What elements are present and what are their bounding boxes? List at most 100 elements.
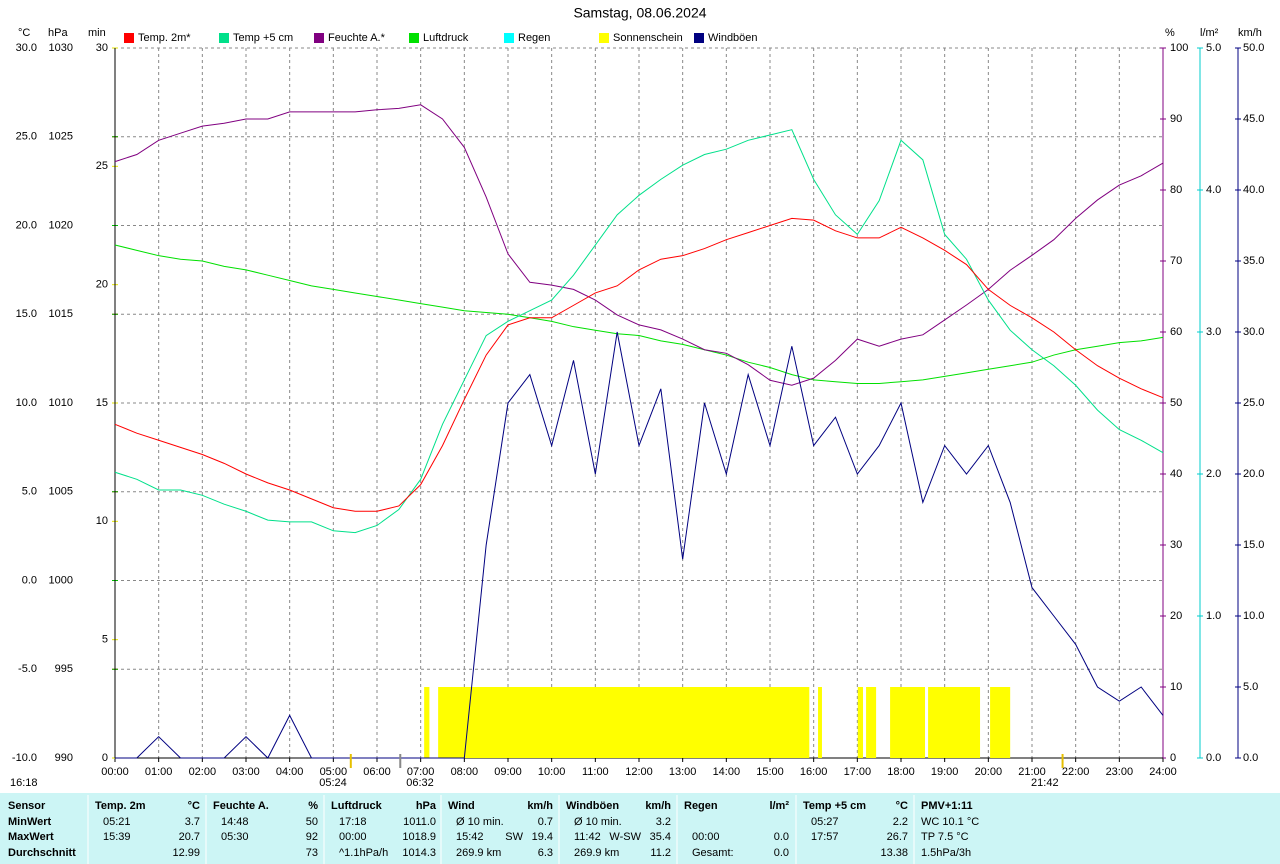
sunshine-bar	[928, 687, 981, 758]
cell-right: 2.2	[893, 816, 908, 828]
cell-left: 14:48	[221, 816, 249, 828]
y-tick-label: 1000	[49, 574, 73, 586]
x-tick-label: 19:00	[931, 766, 959, 778]
x-tick-label: 12:00	[625, 766, 653, 778]
cell-right: 3.7	[185, 816, 200, 828]
y-tick-label: 10.0	[1243, 610, 1264, 622]
y-tick-label: 20	[1170, 610, 1182, 622]
x-tick-label: 15:00	[756, 766, 784, 778]
y-tick-label: 20.0	[16, 219, 37, 231]
axis-unit: hPa	[48, 27, 68, 39]
sunshine-bar	[857, 687, 864, 758]
col-unit: °C	[896, 800, 908, 812]
cell-left: 00:00	[692, 831, 720, 843]
row-label: MaxWert	[8, 831, 54, 843]
legend-swatch	[219, 33, 229, 43]
cell-right: 0.7	[538, 816, 553, 828]
updated-time: 16:18	[10, 777, 38, 789]
x-tick-label: 18:00	[887, 766, 915, 778]
cell-left: Ø 10 min.	[456, 816, 504, 828]
y-tick-label: 5.0	[1243, 681, 1258, 693]
cell-right: 0.0	[774, 831, 789, 843]
y-tick-label: 50	[1170, 397, 1182, 409]
legend-label: Temp. 2m*	[138, 32, 191, 44]
x-tick-label: 22:00	[1062, 766, 1090, 778]
y-tick-label: 15.0	[16, 308, 37, 320]
cell-right: 11.2	[650, 847, 671, 859]
legend-swatch	[694, 33, 704, 43]
col-unit: l/m²	[769, 800, 789, 812]
cell-left: 17:18	[339, 816, 367, 828]
axis-unit: °C	[18, 27, 30, 39]
x-tick-label: 08:00	[451, 766, 479, 778]
y-tick-label: 90	[1170, 113, 1182, 125]
cell-right: 1011.0	[403, 816, 436, 828]
y-tick-label: 5.0	[1206, 42, 1221, 54]
y-tick-label: 4.0	[1206, 184, 1221, 196]
y-tick-label: 30.0	[16, 42, 37, 54]
y-tick-label: 50.0	[1243, 42, 1264, 54]
y-tick-label: 30	[96, 42, 108, 54]
cell-left: 17:57	[811, 831, 839, 843]
y-tick-label: 1010	[49, 397, 73, 409]
y-tick-label: 1030	[49, 42, 73, 54]
cell-right: 26.7	[887, 831, 908, 843]
annotation-label: 06:32	[406, 777, 434, 789]
y-tick-label: 990	[55, 752, 73, 764]
col-unit: km/h	[645, 800, 671, 812]
series-line	[114, 244, 1164, 384]
y-tick-label: 0	[102, 752, 108, 764]
x-tick-label: 13:00	[669, 766, 697, 778]
x-tick-label: 17:00	[844, 766, 872, 778]
legend-swatch	[314, 33, 324, 43]
y-tick-label: -5.0	[18, 663, 37, 675]
legend-swatch	[504, 33, 514, 43]
y-tick-label: 1.0	[1206, 610, 1221, 622]
legend-label: Temp +5 cm	[233, 32, 293, 44]
y-tick-label: 1005	[49, 486, 73, 498]
legend-swatch	[124, 33, 134, 43]
y-tick-label: 10	[1170, 681, 1182, 693]
cell-right: 0.0	[774, 847, 789, 859]
series-line	[114, 129, 1164, 534]
cell-left: 00:00	[339, 831, 367, 843]
y-tick-label: 25	[96, 160, 108, 172]
y-tick-label: -10.0	[12, 752, 37, 764]
col-header: Wind	[448, 800, 475, 812]
sunshine-bar	[818, 687, 822, 758]
y-tick-label: 40.0	[1243, 184, 1264, 196]
y-tick-label: 0.0	[1206, 752, 1221, 764]
y-tick-label: 60	[1170, 326, 1182, 338]
x-tick-label: 24:00	[1149, 766, 1177, 778]
y-tick-label: 70	[1170, 255, 1182, 267]
y-tick-label: 10.0	[16, 397, 37, 409]
x-tick-label: 02:00	[189, 766, 217, 778]
cell-left: 15:42	[456, 831, 484, 843]
cell-right: 19.4	[532, 831, 553, 843]
y-tick-label: 45.0	[1243, 113, 1264, 125]
y-tick-label: 0.0	[1243, 752, 1258, 764]
legend-label: Feuchte A.*	[328, 32, 386, 44]
sunshine-bar	[890, 687, 926, 758]
stats-bg	[0, 793, 1280, 864]
axis-unit: km/h	[1238, 27, 1262, 39]
cell-left: TP 7.5 °C	[921, 831, 969, 843]
legend-swatch	[409, 33, 419, 43]
cell-right: 3.2	[656, 816, 671, 828]
cell-right: 12.99	[172, 847, 200, 859]
cell-left: ^1.1hPa/h	[339, 847, 388, 859]
x-tick-label: 14:00	[713, 766, 741, 778]
series-line	[115, 331, 1164, 759]
cell-mid: W-SW	[609, 831, 641, 843]
sunshine-bar	[438, 687, 810, 758]
y-tick-label: 2.0	[1206, 468, 1221, 480]
cell-right: 6.3	[538, 847, 553, 859]
legend-label: Sonnenschein	[613, 32, 683, 44]
cell-left: 269.9 km	[456, 847, 501, 859]
x-tick-label: 00:00	[101, 766, 129, 778]
x-tick-label: 03:00	[232, 766, 260, 778]
y-tick-label: 35.0	[1243, 255, 1264, 267]
cell-left: 11:42	[574, 831, 601, 843]
col-unit: %	[308, 800, 318, 812]
